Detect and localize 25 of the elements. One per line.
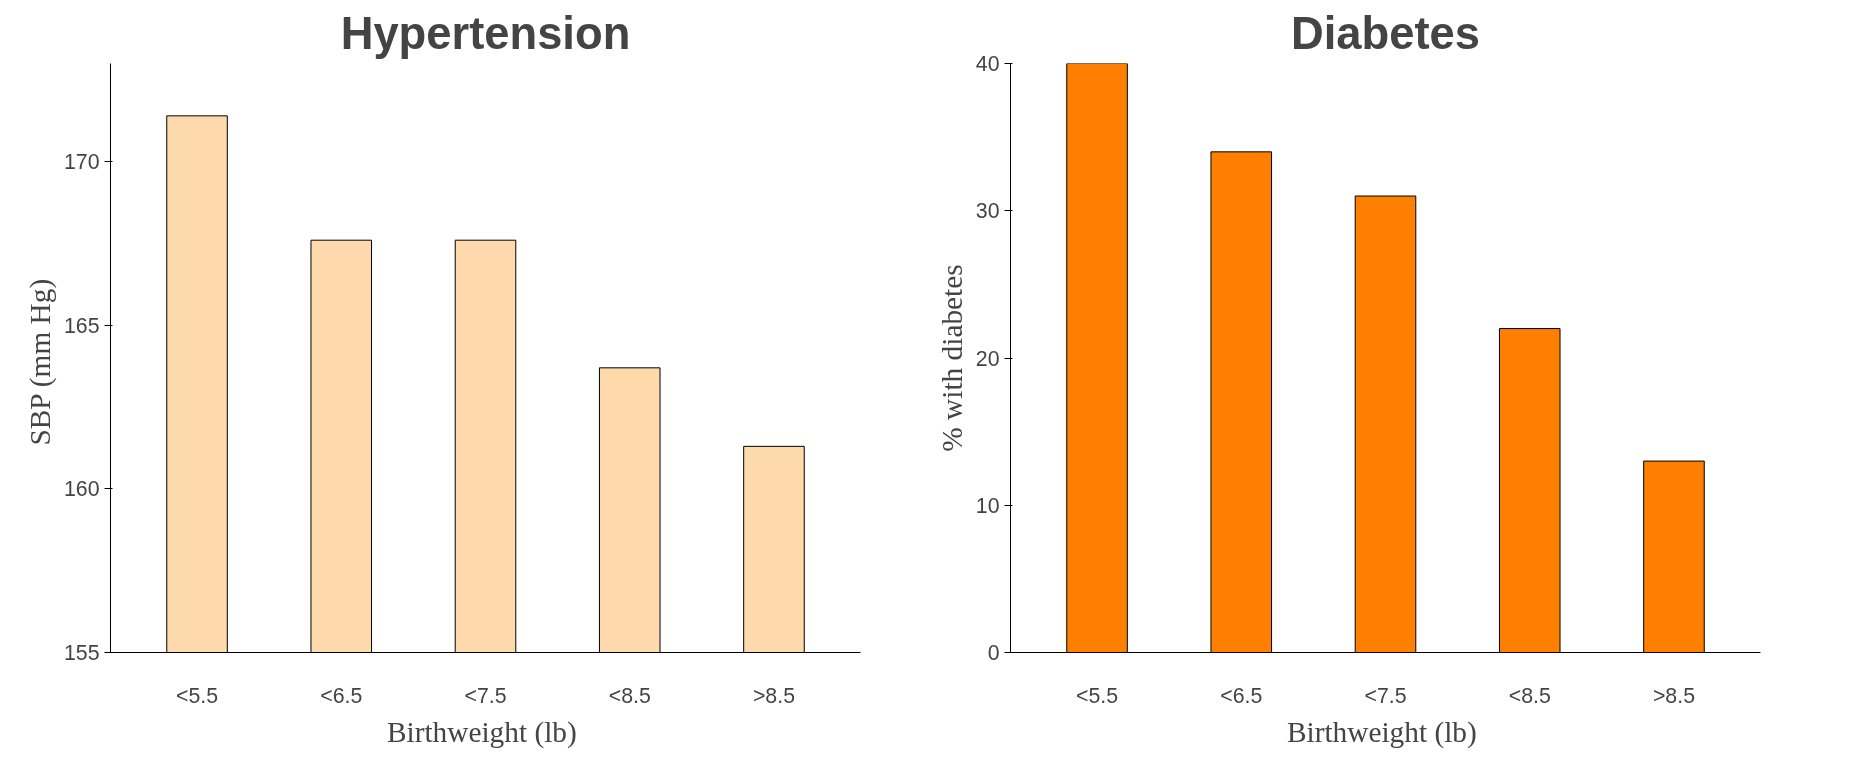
y-tick-label: 20 (975, 346, 1000, 371)
x-tick-label: <6.5 (1220, 683, 1263, 708)
x-axis-title: Birthweight (lb) (1286, 715, 1477, 749)
y-tick-label: 40 (975, 52, 1000, 76)
y-tick-label: 0 (987, 641, 1000, 665)
y-tick-label: 30 (975, 199, 1000, 224)
x-tick-label: >8.5 (1652, 683, 1696, 708)
x-tick-label: <8.5 (608, 683, 651, 708)
x-tick-label: >8.5 (752, 683, 796, 708)
y-tick-label: 170 (63, 150, 100, 175)
x-tick-label: <6.5 (320, 683, 363, 708)
x-tick-label: <7.5 (1364, 683, 1407, 708)
chart-title: Hypertension (340, 7, 631, 59)
x-tick-label: <8.5 (1508, 683, 1551, 708)
y-tick-label: 165 (63, 313, 100, 338)
chart-title: Diabetes (1291, 7, 1480, 59)
x-tick-label: <7.5 (464, 683, 507, 708)
y-tick-label: 155 (63, 641, 100, 665)
x-tick-label: <5.5 (1075, 683, 1119, 708)
x-axis-title: Birthweight (lb) (386, 715, 577, 749)
y-axis-title: % with diabetes (935, 264, 968, 452)
y-axis-title: SBP (mm Hg) (23, 278, 57, 446)
y-tick-label: 160 (63, 477, 100, 502)
x-tick-label: <5.5 (175, 683, 219, 708)
y-tick-label: 10 (975, 493, 1000, 518)
